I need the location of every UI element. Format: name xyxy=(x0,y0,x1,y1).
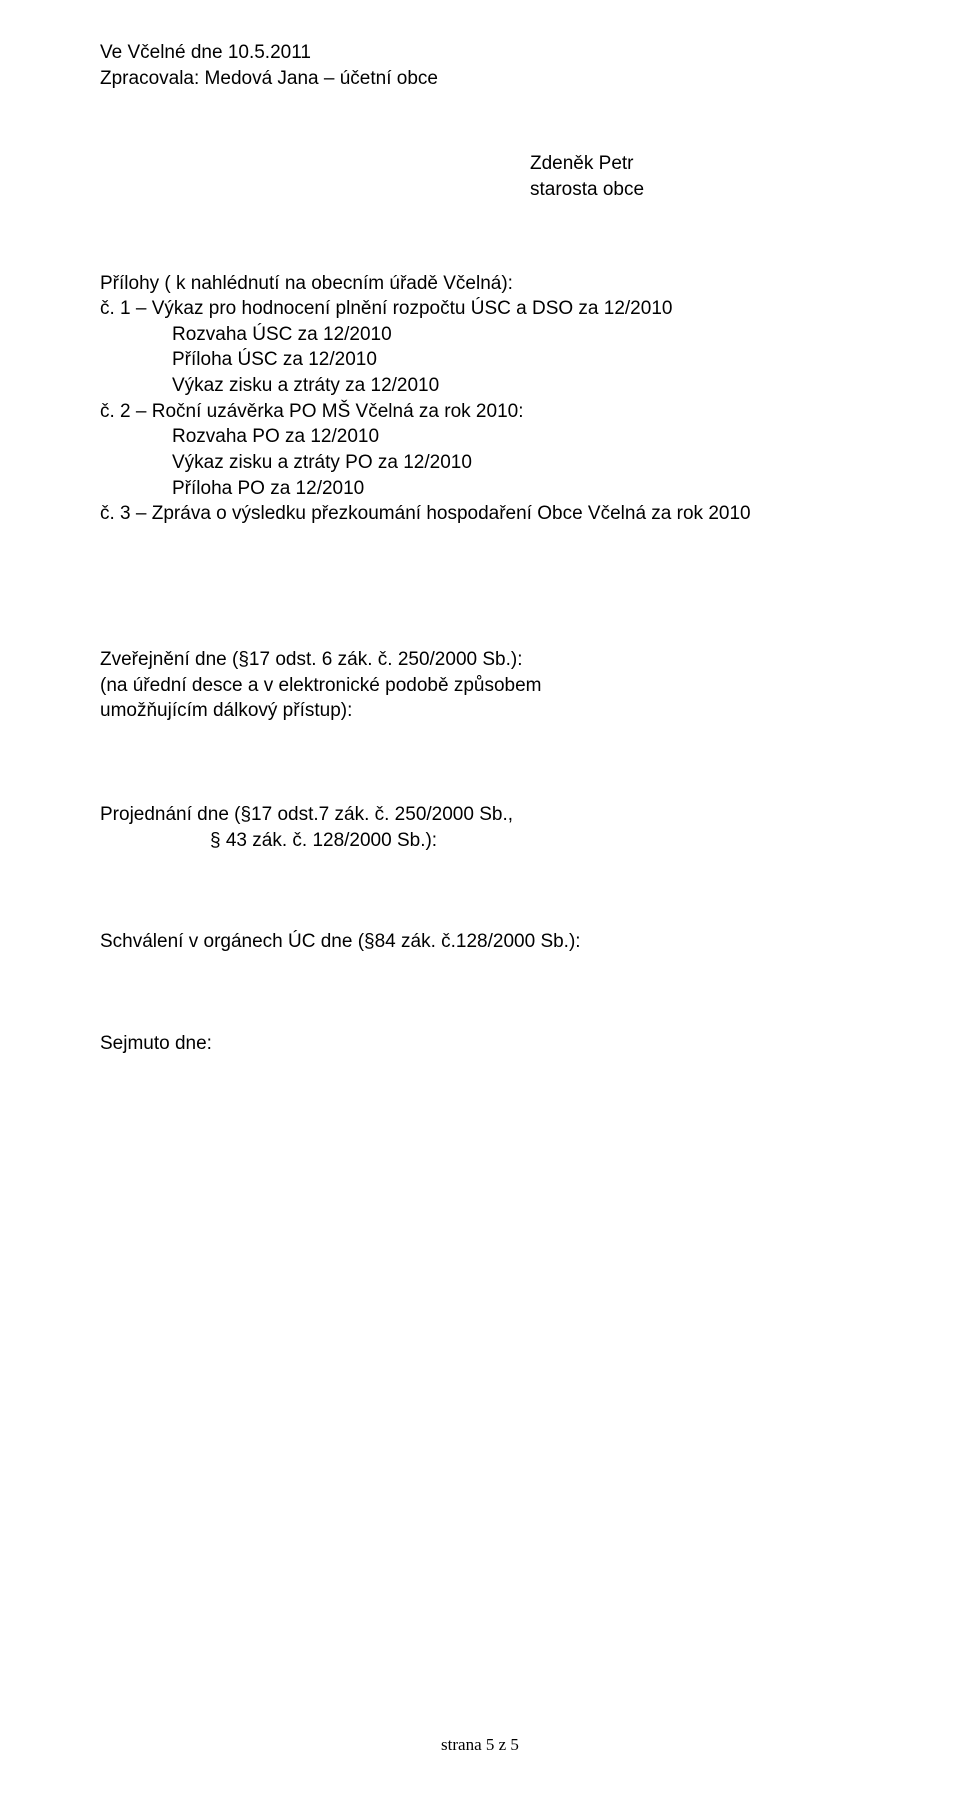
removed-line: Sejmuto dne: xyxy=(100,1031,860,1057)
attachment-2-body: Rozvaha PO za 12/2010 Výkaz zisku a ztrá… xyxy=(172,424,860,501)
attachment-2-line: Příloha PO za 12/2010 xyxy=(172,476,860,502)
signature-name: Zdeněk Petr xyxy=(530,151,860,177)
approval-block: Schválení v orgánech ÚC dne (§84 zák. č.… xyxy=(100,929,860,955)
header-block: Ve Včelné dne 10.5.2011 Zpracovala: Medo… xyxy=(100,40,860,91)
attachment-2-line: Rozvaha PO za 12/2010 xyxy=(172,424,860,450)
attachment-1-line: Příloha ÚSC za 12/2010 xyxy=(172,347,860,373)
removed-block: Sejmuto dne: xyxy=(100,1031,860,1057)
publication-line: umožňujícím dálkový přístup): xyxy=(100,698,860,724)
header-date: Ve Včelné dne 10.5.2011 xyxy=(100,40,860,66)
discussion-line: Projednání dne (§17 odst.7 zák. č. 250/2… xyxy=(100,802,860,828)
attachment-1-body: Rozvaha ÚSC za 12/2010 Příloha ÚSC za 12… xyxy=(172,322,860,399)
attachments-heading: Přílohy ( k nahlédnutí na obecním úřadě … xyxy=(100,271,860,297)
attachment-1-lead: č. 1 – Výkaz pro hodnocení plnění rozpoč… xyxy=(100,296,860,322)
attachment-1-line: Výkaz zisku a ztráty za 12/2010 xyxy=(172,373,860,399)
discussion-line: § 43 zák. č. 128/2000 Sb.): xyxy=(210,828,860,854)
publication-line: (na úřední desce a v elektronické podobě… xyxy=(100,673,860,699)
discussion-block: Projednání dne (§17 odst.7 zák. č. 250/2… xyxy=(100,802,860,853)
approval-line: Schválení v orgánech ÚC dne (§84 zák. č.… xyxy=(100,929,860,955)
document-page: Ve Včelné dne 10.5.2011 Zpracovala: Medo… xyxy=(0,0,960,1793)
signature-role: starosta obce xyxy=(530,177,860,203)
page-footer: strana 5 z 5 xyxy=(0,1734,960,1757)
publication-block: Zveřejnění dne (§17 odst. 6 zák. č. 250/… xyxy=(100,647,860,724)
header-author: Zpracovala: Medová Jana – účetní obce xyxy=(100,66,860,92)
signature-block: Zdeněk Petr starosta obce xyxy=(530,151,860,202)
attachment-2-lead: č. 2 – Roční uzávěrka PO MŠ Včelná za ro… xyxy=(100,399,860,425)
publication-line: Zveřejnění dne (§17 odst. 6 zák. č. 250/… xyxy=(100,647,860,673)
attachment-1-line: Rozvaha ÚSC za 12/2010 xyxy=(172,322,860,348)
attachment-3-lead: č. 3 – Zpráva o výsledku přezkoumání hos… xyxy=(100,501,860,527)
attachment-2-line: Výkaz zisku a ztráty PO za 12/2010 xyxy=(172,450,860,476)
